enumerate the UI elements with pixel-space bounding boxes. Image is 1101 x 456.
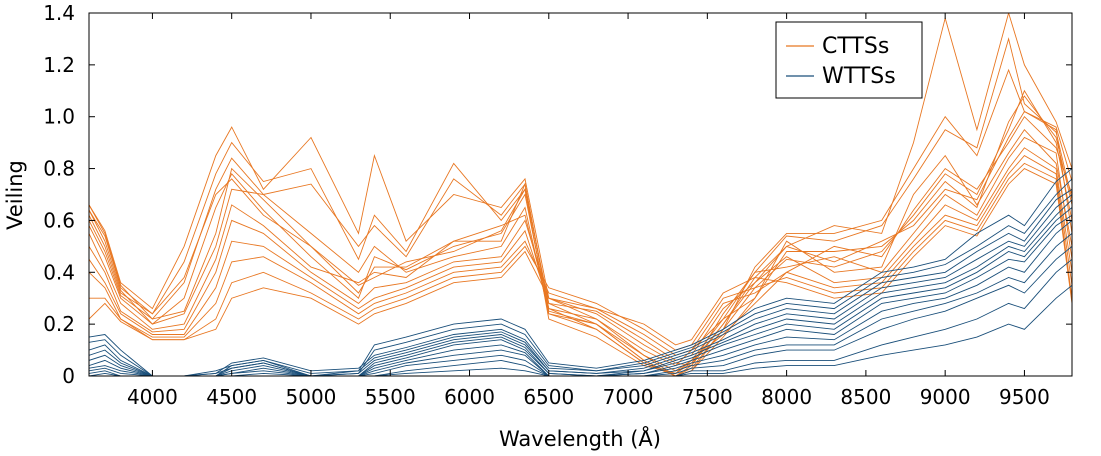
series-line-cttss-10 — [89, 168, 1072, 346]
series-line-cttss-9 — [89, 162, 1072, 351]
series-line-wttss-6 — [89, 207, 1072, 376]
plot-frame — [88, 12, 1073, 377]
series-line-cttss-13 — [89, 37, 1072, 374]
legend: CTTSs WTTSs — [775, 21, 923, 99]
series-line-wttss-12 — [89, 284, 1072, 376]
x-tick-label: 5000 — [286, 385, 337, 409]
y-tick-label: 1.4 — [43, 1, 75, 25]
series-line-cttss-12 — [89, 13, 1072, 376]
series-line-cttss-6 — [89, 136, 1072, 367]
x-tick-label: 8000 — [761, 385, 812, 409]
y-axis-title: Veiling — [3, 160, 27, 230]
series-line-cttss-11 — [89, 68, 1072, 376]
y-tick-label: 1.2 — [43, 53, 75, 77]
y-tick-label: 0.6 — [43, 208, 75, 232]
series-line-wttss-9 — [89, 233, 1072, 376]
series-line-cttss-1 — [89, 95, 1072, 376]
y-tick-label: 0.2 — [43, 312, 75, 336]
x-tick-label: 6000 — [444, 385, 495, 409]
series-line-cttss-4 — [89, 115, 1072, 372]
y-tick-label: 0 — [62, 364, 75, 388]
x-tick-label: 9500 — [999, 385, 1050, 409]
series-line-cttss-5 — [89, 128, 1072, 367]
y-tick-label: 0.4 — [43, 260, 75, 284]
series-line-cttss-7 — [89, 147, 1072, 361]
x-axis-title: Wavelength (Å) — [499, 425, 661, 451]
x-tick-label: 5500 — [365, 385, 416, 409]
x-tick-label: 7000 — [603, 385, 654, 409]
legend-label-ctts: CTTSs — [822, 34, 889, 59]
legend-label-wtts: WTTSs — [822, 64, 896, 89]
series-line-wttss-11 — [89, 258, 1072, 376]
x-tick-label: 9000 — [920, 385, 971, 409]
series-line-wttss-5 — [89, 199, 1072, 376]
series-line-wttss-3 — [89, 188, 1072, 376]
series-line-wttss-1 — [89, 168, 1072, 376]
legend-box — [775, 21, 923, 99]
series-line-wttss-7 — [89, 214, 1072, 376]
series-line-wttss-10 — [89, 246, 1072, 376]
axis-ticks: 4000 4500 5000 5500 6000 6500 7000 7500 8000 8500… — [43, 1, 1072, 409]
x-tick-label: 6500 — [523, 385, 574, 409]
y-tick-label: 0.8 — [43, 157, 75, 181]
x-tick-label: 8500 — [840, 385, 891, 409]
series-layer — [89, 13, 1072, 376]
x-tick-label: 4000 — [127, 385, 178, 409]
series-line-cttss-3 — [89, 110, 1072, 374]
x-tick-label: 4500 — [206, 385, 257, 409]
x-tick-label: 7500 — [682, 385, 733, 409]
series-line-wttss-4 — [89, 194, 1072, 376]
series-line-cttss-8 — [89, 155, 1072, 356]
y-tick-label: 1.0 — [43, 105, 75, 129]
series-line-cttss-2 — [89, 89, 1072, 376]
